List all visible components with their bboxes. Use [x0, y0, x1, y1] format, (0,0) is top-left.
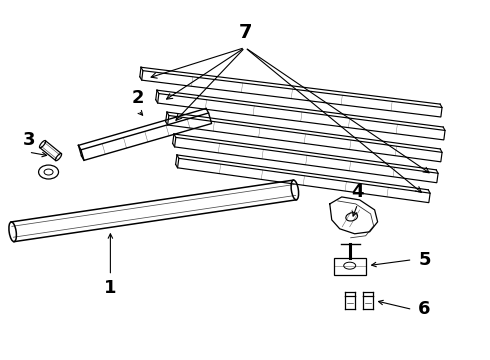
Text: 1: 1 [104, 279, 117, 297]
Text: 7: 7 [238, 23, 252, 42]
Text: 5: 5 [418, 251, 431, 269]
Text: 3: 3 [23, 131, 35, 149]
Text: 2: 2 [132, 89, 145, 107]
Text: 4: 4 [351, 183, 364, 201]
Text: 6: 6 [418, 301, 431, 319]
